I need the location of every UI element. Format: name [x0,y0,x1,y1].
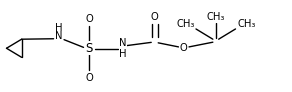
Text: CH₃: CH₃ [237,19,256,29]
Text: O: O [151,12,159,22]
Text: CH₃: CH₃ [206,12,225,22]
Text: H: H [55,23,62,33]
Text: H: H [119,49,126,59]
Text: O: O [86,73,93,83]
Text: CH₃: CH₃ [176,19,194,29]
Text: N: N [55,31,62,41]
Text: O: O [180,43,188,53]
Text: S: S [86,42,93,55]
Text: N: N [119,38,126,48]
Text: O: O [86,14,93,24]
